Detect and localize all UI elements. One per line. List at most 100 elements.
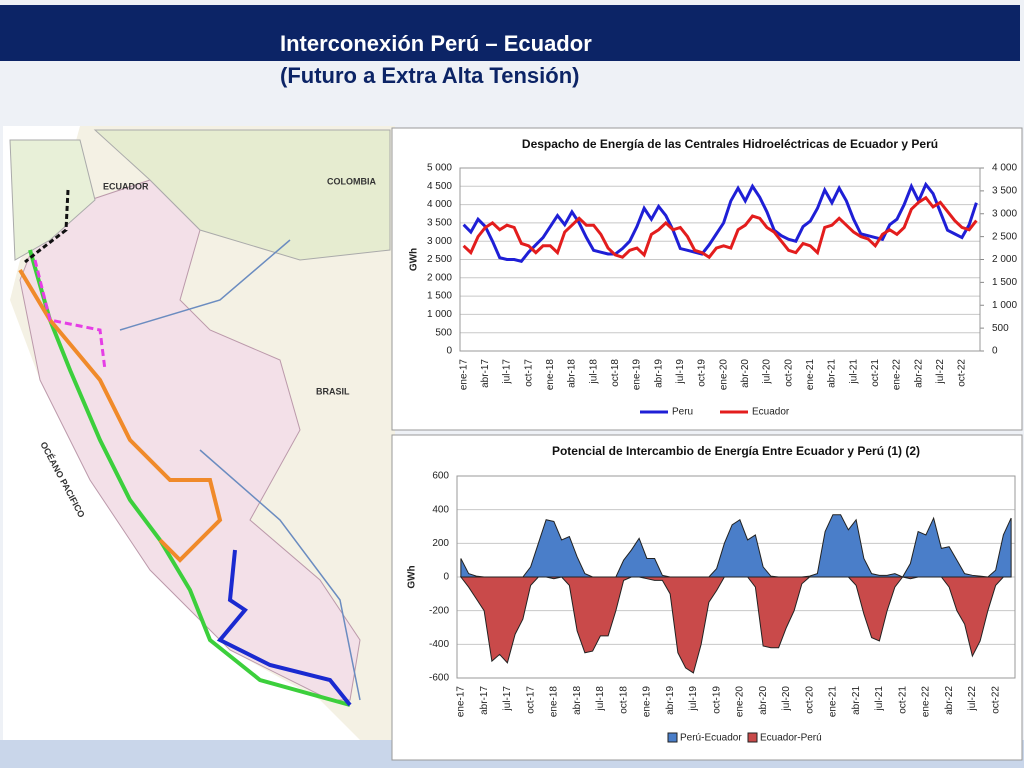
x-tick-label: oct-21 xyxy=(870,359,881,387)
x-tick-label: ene-22 xyxy=(892,359,903,391)
x-tick-label: abr-19 xyxy=(653,359,664,388)
y-tick-label: -200 xyxy=(429,605,449,616)
line-thin xyxy=(119,239,291,331)
chart-title: Potencial de Intercambio de Energía Entr… xyxy=(552,444,920,458)
x-tick-label: abr-18 xyxy=(567,359,578,388)
y-tick-label: 2 500 xyxy=(992,231,1017,242)
x-tick-label: jul-17 xyxy=(502,686,513,712)
x-tick-label: abr-20 xyxy=(740,359,751,388)
area-series xyxy=(460,514,1012,578)
x-tick-label: jul-18 xyxy=(595,686,606,712)
y-tick-label: 200 xyxy=(432,538,449,549)
x-tick-label: oct-17 xyxy=(525,686,536,714)
line-series xyxy=(462,181,978,264)
y-tick-label: 2 500 xyxy=(427,254,452,265)
legend-label: Ecuador-Perú xyxy=(760,733,822,744)
x-tick-label: ene-17 xyxy=(456,686,467,718)
y-tick-label: 3 500 xyxy=(992,186,1017,197)
y-tick-label: 400 xyxy=(432,504,449,515)
y-tick-label: 5 000 xyxy=(427,163,452,174)
line-thin xyxy=(199,449,361,701)
legend-swatch xyxy=(747,732,758,743)
y-tick-label: 600 xyxy=(432,471,449,482)
map-label: COLOMBIA xyxy=(327,176,376,186)
line-220kv xyxy=(18,268,223,563)
x-tick-label: jul-20 xyxy=(762,359,773,385)
x-tick-label: jul-19 xyxy=(688,686,699,712)
line-series xyxy=(462,195,978,260)
x-tick-label: ene-21 xyxy=(805,359,816,391)
ecuador xyxy=(9,139,96,261)
y-tick-label: 2 000 xyxy=(992,254,1017,265)
y-tick-label: 0 xyxy=(443,572,449,583)
x-tick-label: jul-18 xyxy=(588,359,599,385)
x-tick-label: oct-17 xyxy=(523,359,534,387)
plot-frame xyxy=(456,475,1016,679)
x-tick-label: jul-22 xyxy=(967,686,978,712)
y-tick-label: 1 500 xyxy=(427,291,452,302)
map-label: BRASIL xyxy=(316,386,350,396)
line-blue xyxy=(216,549,352,707)
x-tick-label: ene-20 xyxy=(718,359,729,391)
plot-frame xyxy=(459,167,981,352)
x-tick-label: oct-19 xyxy=(697,359,708,387)
x-tick-label: ene-19 xyxy=(632,359,643,391)
x-tick-label: abr-22 xyxy=(913,359,924,388)
x-tick-label: oct-20 xyxy=(804,686,815,714)
x-tick-label: ene-22 xyxy=(921,686,932,718)
y-axis-label: GWh xyxy=(407,565,418,588)
area-series xyxy=(459,576,1012,674)
line-ecuador xyxy=(24,189,70,264)
header-band xyxy=(0,5,1020,61)
x-tick-label: jul-20 xyxy=(781,686,792,712)
colombia xyxy=(93,129,391,261)
x-tick-label: ene-18 xyxy=(545,359,556,391)
map-label: ECUADOR xyxy=(103,181,149,191)
line-planned xyxy=(33,259,107,371)
y-tick-label: -400 xyxy=(429,639,449,650)
legend-label: Ecuador xyxy=(752,407,790,418)
y-tick-label: 4 500 xyxy=(427,181,452,192)
x-tick-label: abr-21 xyxy=(851,686,862,715)
x-tick-label: ene-17 xyxy=(458,359,469,391)
chart-title: Despacho de Energía de las Centrales Hid… xyxy=(522,137,938,151)
x-tick-label: abr-18 xyxy=(572,686,583,715)
x-tick-label: oct-18 xyxy=(618,686,629,714)
x-tick-label: oct-19 xyxy=(711,686,722,714)
slide-title: Interconexión Perú – Ecuador xyxy=(280,31,592,56)
x-tick-label: abr-17 xyxy=(480,359,491,388)
x-tick-label: ene-18 xyxy=(549,686,560,718)
x-tick-label: ene-20 xyxy=(735,686,746,718)
x-tick-label: oct-21 xyxy=(897,686,908,714)
x-tick-label: abr-19 xyxy=(665,686,676,715)
x-tick-label: oct-22 xyxy=(957,359,968,387)
slide-subtitle: (Futuro a Extra Alta Tensión) xyxy=(280,63,579,88)
y-tick-label: 0 xyxy=(992,346,998,357)
x-tick-label: oct-18 xyxy=(610,359,621,387)
x-tick-label: abr-22 xyxy=(944,686,955,715)
x-tick-label: abr-21 xyxy=(827,359,838,388)
x-tick-label: jul-22 xyxy=(935,359,946,385)
x-tick-label: oct-20 xyxy=(783,359,794,387)
legend-label: Perú-Ecuador xyxy=(680,733,742,744)
y-tick-label: 4 000 xyxy=(992,163,1017,174)
y-tick-label: 4 000 xyxy=(427,199,452,210)
x-tick-label: ene-21 xyxy=(828,686,839,718)
y-tick-label: 500 xyxy=(992,323,1009,334)
map: ECUADOR COLOMBIA BRASIL OCÉANO PACIFICO xyxy=(3,126,395,740)
x-tick-label: ene-19 xyxy=(642,686,653,718)
y-tick-label: 3 000 xyxy=(427,236,452,247)
x-tick-label: jul-19 xyxy=(675,359,686,385)
y-tick-label: 0 xyxy=(446,346,452,357)
x-tick-label: abr-20 xyxy=(758,686,769,715)
x-tick-label: oct-22 xyxy=(990,686,1001,714)
x-tick-label: jul-21 xyxy=(848,359,859,385)
legend-label: Peru xyxy=(672,407,693,418)
line-500kv xyxy=(28,249,351,707)
x-tick-label: jul-17 xyxy=(502,359,513,385)
y-tick-label: 2 000 xyxy=(427,272,452,283)
y-tick-label: -600 xyxy=(429,673,449,684)
y-tick-label: 3 000 xyxy=(992,208,1017,219)
y-tick-label: 1 000 xyxy=(427,309,452,320)
